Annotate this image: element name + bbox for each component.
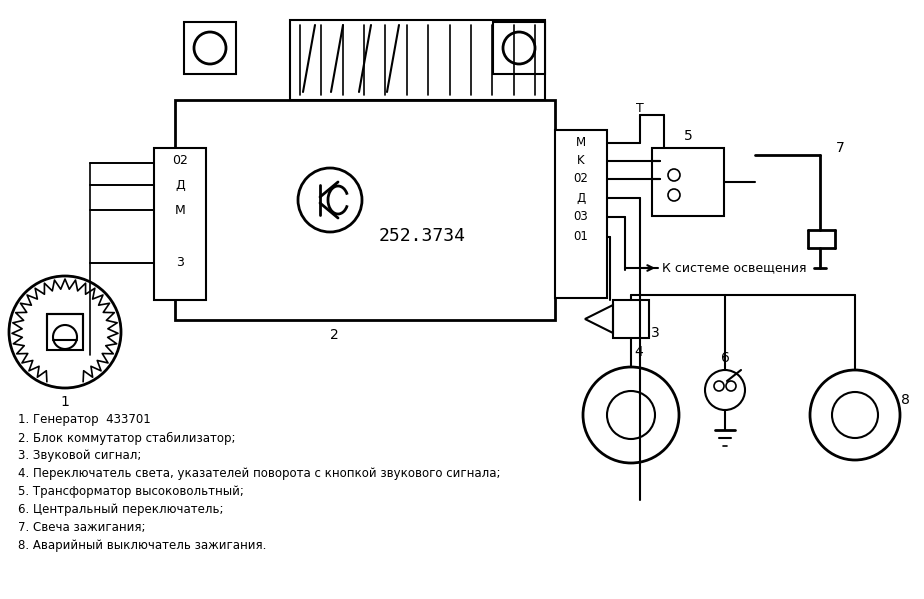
Text: 02: 02 (574, 173, 589, 186)
Text: 7. Свеча зажигания;: 7. Свеча зажигания; (18, 522, 145, 534)
Text: 03: 03 (574, 210, 589, 223)
Bar (175, 100, 555, 320)
Text: 5: 5 (684, 129, 692, 143)
Bar (652, 148, 724, 216)
Bar (154, 148, 206, 300)
Text: 2: 2 (330, 328, 339, 342)
Text: Д: Д (577, 192, 586, 204)
Bar (555, 130, 607, 298)
Text: 01: 01 (574, 231, 589, 244)
Bar (184, 22, 236, 74)
Text: T: T (636, 101, 644, 114)
Text: 1: 1 (61, 395, 69, 409)
Circle shape (503, 32, 535, 64)
Circle shape (810, 370, 900, 460)
Text: 8. Аварийный выключатель зажигания.: 8. Аварийный выключатель зажигания. (18, 540, 266, 552)
Text: K: K (578, 155, 585, 168)
Text: 5. Трансформатор высоковольтный;: 5. Трансформатор высоковольтный; (18, 486, 244, 498)
Text: M: M (576, 137, 586, 150)
Text: 02: 02 (172, 153, 188, 167)
Bar (47, 314, 83, 350)
Text: 3: 3 (650, 326, 660, 340)
Text: 252.3734: 252.3734 (379, 228, 466, 246)
Text: 3: 3 (176, 256, 184, 270)
Text: 4: 4 (635, 345, 643, 359)
Text: 7: 7 (835, 141, 845, 155)
Text: 8: 8 (901, 393, 909, 407)
Text: 4. Переключатель света, указателей поворота с кнопкой звукового сигнала;: 4. Переключатель света, указателей повор… (18, 467, 501, 480)
Circle shape (583, 367, 679, 463)
Circle shape (832, 392, 878, 438)
Circle shape (668, 189, 680, 201)
Bar (613, 300, 649, 338)
Circle shape (705, 370, 745, 410)
Text: 6: 6 (721, 351, 729, 365)
Text: 6. Центральный переключатель;: 6. Центральный переключатель; (18, 504, 224, 516)
Text: 2. Блок коммутатор стабилизатор;: 2. Блок коммутатор стабилизатор; (18, 431, 236, 444)
Text: 1. Генератор  433701: 1. Генератор 433701 (18, 413, 151, 426)
Circle shape (726, 381, 736, 391)
Text: К системе освещения: К системе освещения (662, 262, 807, 274)
Bar (53, 320, 77, 340)
Text: Д: Д (176, 179, 185, 192)
Circle shape (9, 276, 121, 388)
Circle shape (53, 325, 77, 349)
Text: 3. Звуковой сигнал;: 3. Звуковой сигнал; (18, 449, 141, 462)
Circle shape (298, 168, 362, 232)
Bar (493, 22, 545, 74)
Circle shape (194, 32, 226, 64)
Text: M: M (175, 204, 186, 216)
Circle shape (714, 381, 724, 391)
Bar (290, 20, 545, 100)
Circle shape (607, 391, 655, 439)
Circle shape (668, 169, 680, 181)
